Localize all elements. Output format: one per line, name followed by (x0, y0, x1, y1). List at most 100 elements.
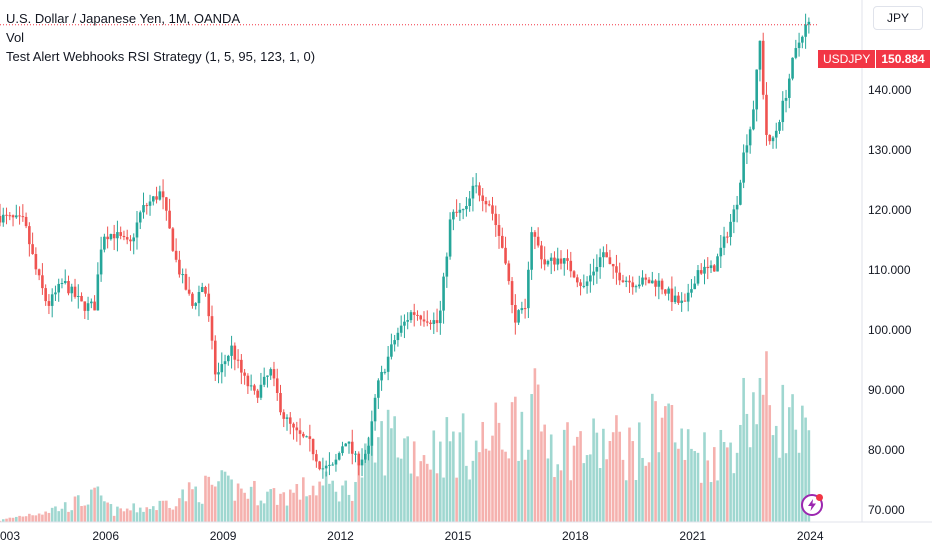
candle-body (145, 205, 149, 207)
candle-body (641, 277, 644, 285)
volume-bar (755, 424, 758, 522)
volume-bar (302, 477, 305, 522)
candle-body (311, 438, 315, 455)
volume-bar (706, 460, 710, 522)
x-tick-label: 2009 (210, 529, 237, 543)
candle-body (624, 280, 628, 282)
volume-bar (761, 394, 765, 522)
candle-body (253, 385, 256, 391)
candle-body (572, 271, 576, 278)
candle-body (370, 421, 374, 446)
candle-body (119, 232, 122, 236)
candle-body (745, 145, 749, 153)
candle-body (112, 234, 116, 239)
candle-body (703, 266, 706, 274)
volume-bar (497, 422, 501, 522)
volume-bar (494, 402, 498, 522)
candle-body (321, 468, 325, 470)
volume-bar (47, 512, 51, 522)
candle-body (236, 359, 240, 361)
volume-bar (240, 488, 243, 522)
candle-body (768, 134, 772, 142)
candle-body (761, 40, 765, 95)
volume-bar (246, 498, 250, 522)
volume-bar (15, 516, 18, 522)
volume-bar (699, 482, 703, 522)
currency-button[interactable]: JPY (873, 6, 923, 30)
candle-body (47, 301, 51, 306)
volume-bar (752, 392, 755, 522)
volume-bar (155, 510, 158, 522)
candle-body (494, 213, 498, 226)
candle-body (771, 137, 775, 142)
volume-bar (589, 454, 592, 522)
candle-body (801, 36, 804, 43)
volume-bar (787, 407, 791, 522)
volume-bar (478, 452, 481, 522)
volume-bar (393, 416, 396, 522)
volume-bar (422, 455, 426, 522)
volume-bar (416, 476, 419, 522)
candle-body (432, 320, 436, 325)
candle-body (363, 453, 367, 460)
volume-bar (771, 435, 775, 522)
candle-body (794, 48, 798, 58)
candle-body (690, 289, 693, 293)
volume-bar (641, 457, 644, 522)
candle-body (510, 281, 514, 306)
candle-body (279, 393, 282, 413)
candle-body (298, 430, 302, 434)
candle-body (275, 378, 279, 394)
candle-body (699, 270, 703, 274)
volume-bar (533, 368, 537, 522)
volume-bar (719, 429, 723, 522)
candle-body (774, 130, 778, 138)
volume-bar (90, 489, 93, 522)
candle-body (96, 274, 100, 311)
candle-body (380, 371, 383, 381)
volume-bar (618, 431, 621, 522)
volume-bar (758, 377, 762, 522)
volume-bar (282, 492, 286, 522)
candle-body (76, 295, 80, 297)
volume-bar (481, 421, 485, 522)
candle-body (240, 359, 243, 373)
volume-bar (367, 437, 370, 522)
volume-bar (380, 421, 383, 522)
lightning-icon[interactable] (801, 494, 823, 516)
volume-bar (145, 507, 149, 522)
volume-bar (781, 384, 785, 522)
candle-body (598, 257, 602, 268)
candle-body (804, 24, 807, 37)
candle-body (331, 464, 334, 466)
volume-bar (363, 443, 367, 522)
y-tick-label: 100.000 (868, 323, 912, 337)
candle-body (752, 109, 755, 130)
candle-body (99, 249, 103, 275)
volume-bar (194, 486, 197, 522)
volume-bar (360, 477, 364, 522)
y-tick-label: 80.000 (868, 443, 905, 457)
volume-bar (204, 475, 207, 522)
candle-body (28, 226, 31, 245)
candle-body (142, 205, 145, 213)
volume-bar (500, 449, 504, 522)
candles (0, 13, 811, 479)
candle-body (540, 245, 543, 260)
candle-body (377, 380, 380, 398)
candle-body (575, 277, 579, 283)
candle-body (729, 221, 732, 237)
volume-bar (217, 481, 220, 522)
volume-bar (677, 448, 680, 522)
candle-body (791, 57, 794, 79)
volume-bar (748, 447, 752, 522)
volume-bar (624, 480, 628, 522)
candle-body (680, 300, 683, 303)
volume-bar (259, 500, 263, 522)
volume-bar (70, 510, 74, 522)
volume-bar (210, 484, 214, 522)
volume-bar (249, 486, 253, 522)
candle-body (138, 212, 142, 223)
volume-bar (435, 473, 439, 522)
